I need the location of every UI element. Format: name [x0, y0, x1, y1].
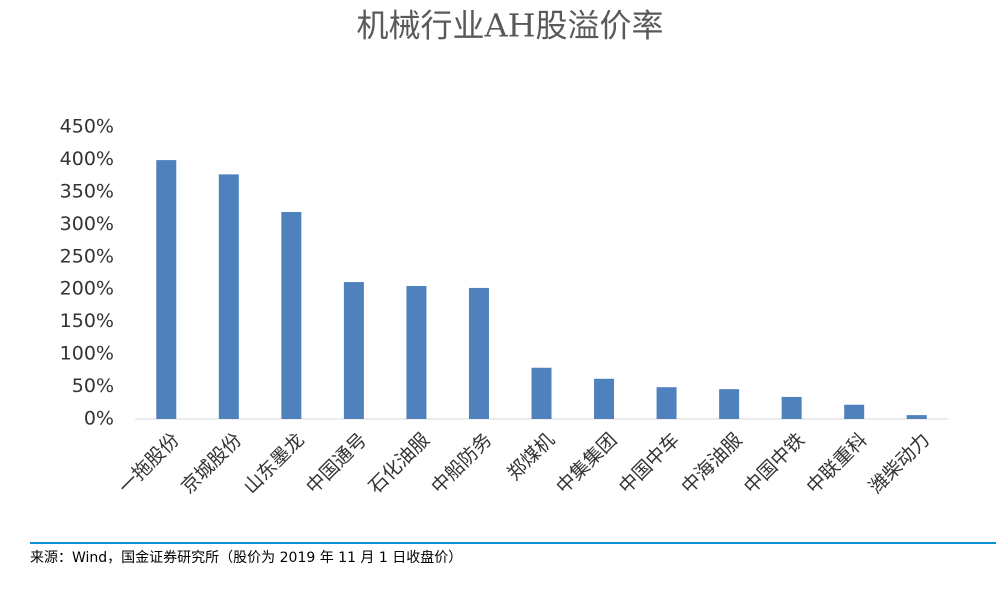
y-tick-label: 400%: [60, 148, 114, 170]
chart-title: 机械行业AH股溢价率: [356, 7, 663, 45]
bar: [218, 174, 239, 419]
y-tick-label: 150%: [60, 310, 114, 332]
y-tick-label: 100%: [60, 343, 114, 365]
bar: [281, 212, 302, 419]
bar: [906, 415, 927, 419]
y-tick-label: 50%: [72, 375, 114, 397]
bar: [656, 387, 677, 419]
y-tick-label: 200%: [60, 278, 114, 300]
bar: [156, 160, 177, 420]
bar: [719, 389, 740, 419]
bar: [468, 287, 489, 419]
bar: [531, 367, 552, 419]
bar: [844, 404, 865, 419]
y-tick-label: 350%: [60, 180, 114, 202]
source-note: 来源：Wind，国金证券研究所（股价为 2019 年 11 月 1 日收盘价）: [30, 549, 462, 566]
y-tick-label: 0%: [84, 408, 114, 430]
y-tick-label: 300%: [60, 213, 114, 235]
y-tick-label: 450%: [60, 116, 114, 138]
y-tick-label: 250%: [60, 245, 114, 267]
bar: [343, 282, 364, 419]
bar: [781, 396, 802, 419]
bar: [406, 285, 427, 419]
bar: [594, 378, 615, 419]
